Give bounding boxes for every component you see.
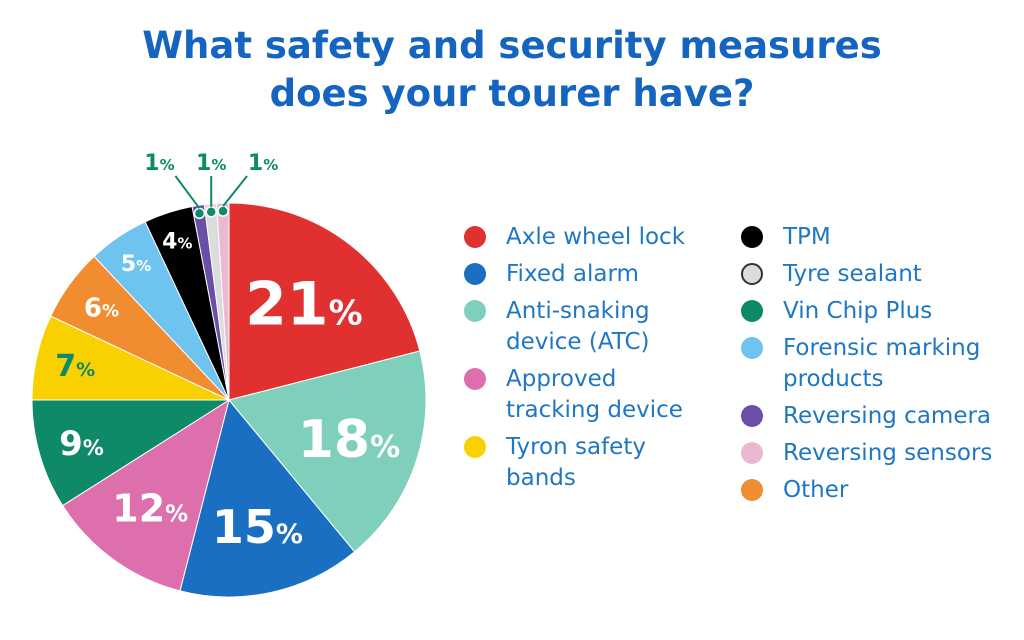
slice-label: 4% [162, 229, 192, 254]
legend-swatch [741, 263, 763, 285]
callout-marker [205, 206, 217, 218]
legend-item: TPM [741, 222, 1021, 253]
legend-label: Reversing sensors [783, 440, 993, 466]
chart-title-line-1: What safety and security measures [142, 24, 882, 67]
legend-label: Fixed alarm [506, 261, 639, 287]
legend-item: Reversing camera [741, 401, 1021, 432]
legend-swatch [464, 300, 486, 322]
legend-swatch [741, 226, 763, 248]
legend-label: Forensic marking products [783, 335, 981, 392]
legend-swatch [741, 479, 763, 501]
callout-marker [217, 205, 229, 217]
legend-label: Tyron safety bands [506, 434, 646, 491]
legend-label: TPM [783, 224, 831, 250]
callout-line [222, 175, 248, 207]
slice-label: 9% [59, 424, 104, 464]
legend-label: Vin Chip Plus [783, 298, 933, 324]
pie-slice-vin-chip-plus [31, 399, 231, 507]
callout-label: 1% [248, 151, 278, 176]
legend-item: Axle wheel lock [464, 222, 704, 253]
legend-label: Approved tracking device [506, 366, 683, 423]
chart-title: What safety and security measures does y… [0, 22, 1024, 118]
legend-swatch [741, 405, 763, 427]
legend-label: Tyre sealant [783, 261, 922, 287]
slice-label: 21% [245, 269, 363, 339]
legend-swatch [741, 300, 763, 322]
pie-slice-fixed-alarm [179, 398, 356, 598]
chart-title-line-2: does your tourer have? [269, 72, 755, 115]
callout-marker [193, 207, 206, 220]
legend-swatch [464, 368, 486, 390]
legend-swatch [741, 442, 763, 464]
legend-label: Other [783, 477, 849, 503]
legend-swatch [464, 436, 486, 458]
pie-slice-reversing-sensors [216, 202, 230, 401]
callout-label: 1% [196, 151, 226, 176]
legend-swatch [464, 263, 486, 285]
pie-slice-anti-snaking-device-atc [228, 350, 427, 553]
legend-label: Axle wheel lock [506, 224, 686, 250]
legend-item: Other [741, 475, 1021, 506]
pie-slice-axle-wheel-lock [228, 202, 421, 401]
legend-item: Approved tracking device [464, 364, 704, 426]
legend-swatch [741, 337, 763, 359]
legend-column-1: Axle wheel lock Fixed alarm Anti-snaking d… [464, 222, 704, 500]
legend-item: Vin Chip Plus [741, 296, 1021, 327]
pie-slice-approved-tracking-device [61, 398, 230, 592]
legend-label: Reversing camera [783, 403, 992, 429]
legend-label: Anti-snaking device (ATC) [506, 298, 650, 355]
legend-item: Fixed alarm [464, 259, 704, 290]
legend-swatch [464, 226, 486, 248]
legend-item: Forensic marking products [741, 333, 1021, 395]
legend-item: Tyron safety bands [464, 432, 704, 494]
legend-item: Tyre sealant [741, 259, 1021, 290]
slice-label: 5% [121, 252, 151, 277]
callout-line [174, 175, 201, 209]
legend-item: Reversing sensors [741, 438, 1021, 469]
legend-column-2: TPM Tyre sealant Vin Chip Plus Forensic mar… [741, 222, 1021, 512]
callout-label: 1% [144, 151, 174, 176]
legend-item: Anti-snaking device (ATC) [464, 296, 704, 358]
